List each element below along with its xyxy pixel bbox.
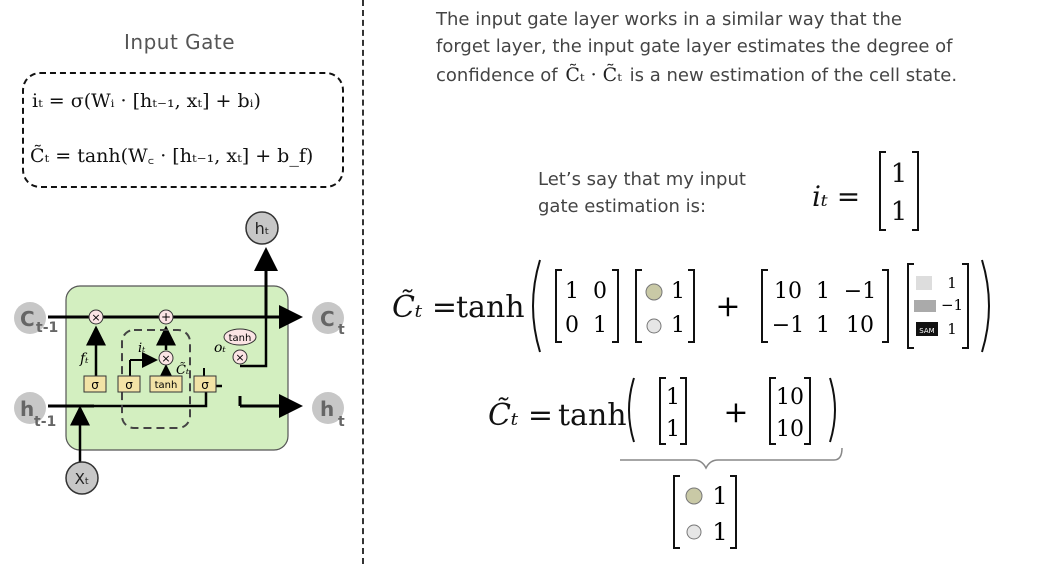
h-prev-sub: t-1 [34, 414, 56, 430]
output-gate-label: oₜ [214, 340, 226, 356]
page-title: Input Gate [124, 30, 236, 54]
result-value: 1 [712, 518, 727, 546]
formula1-lhs: C̃ₜ = [392, 290, 458, 325]
output-tanh-op: tanh [229, 333, 252, 344]
estimation-value-1: 1 [891, 159, 908, 189]
m2-cell: 10 [846, 313, 874, 338]
forget-gate-label: fₜ [79, 351, 89, 367]
estimation-value-2: 1 [891, 197, 908, 227]
description-line-2: forget layer, the input gate layer estim… [436, 36, 953, 57]
m1-cell: 1 [565, 279, 579, 304]
clock-icon [646, 318, 662, 334]
candidate-state-equation: C̃ₜ = tanh(W꜀ · [hₜ₋₁, xₜ] + b_f) [30, 145, 314, 167]
h-next-main: h [320, 397, 334, 421]
formula1-body: 1 0 0 1 1 1 + 10 1 −1 −1 1 10 SAM 1 −1 1 [532, 259, 990, 353]
formula2-lhs: C̃ₜ = [488, 398, 554, 433]
formula1-func: tanh [456, 290, 525, 325]
h-top-node: hₜ [255, 219, 270, 238]
sam-logo-text: SAM [919, 327, 934, 335]
input-sigma: σ [125, 378, 133, 392]
estimation-vector: 1 1 [879, 151, 919, 231]
result-vector: 1 1 [673, 475, 737, 549]
formula2-body: 1 1 + 10 10 [620, 377, 843, 470]
clock-icon [686, 524, 702, 540]
input-gate-equation: iₜ = σ(Wᵢ · [hₜ₋₁, xₜ] + bᵢ) [32, 90, 261, 112]
output-sigma: σ [201, 378, 209, 392]
c-prev-main: C [20, 307, 35, 331]
m2-cell: 10 [774, 279, 802, 304]
m2-cell: 1 [816, 313, 830, 338]
family-icon [916, 276, 932, 290]
sam-logo-icon [916, 322, 938, 336]
m1-cell: 0 [565, 313, 579, 338]
add-op: + [161, 310, 171, 324]
spider-icon [914, 300, 936, 312]
smiley-face-icon [685, 487, 703, 505]
candidate-tanh: tanh [155, 380, 178, 391]
v2-value: −1 [941, 296, 963, 314]
input-gate-label: iₜ [138, 341, 146, 356]
estimation-line-2: gate estimation is: [538, 196, 707, 217]
smiley-face-icon [645, 283, 663, 301]
description-line-3: confidence of C̃ₜ · C̃ₜ is a new estimat… [436, 64, 958, 86]
m1-cell: 0 [593, 279, 607, 304]
c-next-sub: t [338, 322, 345, 338]
m1-cell: 1 [593, 313, 607, 338]
f2-v2-value: 10 [776, 417, 804, 442]
vertical-divider [362, 0, 364, 564]
h-next-sub: t [338, 414, 345, 430]
v2-value: 1 [947, 320, 957, 338]
c-next-main: C [320, 307, 335, 331]
result-value: 1 [712, 482, 727, 510]
v1-value: 1 [671, 313, 685, 338]
estimation-line-1: Let’s say that my input [538, 169, 746, 190]
equation-box [22, 72, 344, 188]
forget-sigma: σ [91, 378, 99, 392]
m2-cell: −1 [772, 313, 804, 338]
h-prev-main: h [20, 397, 34, 421]
f2-v1-value: 1 [666, 385, 680, 410]
forget-multiply-op: × [91, 311, 100, 324]
output-multiply-op: × [235, 351, 244, 364]
c-prev-sub: t-1 [36, 320, 58, 336]
formula1-plus: + [715, 289, 740, 324]
estimation-lhs: iₜ = [812, 180, 861, 213]
v1-value: 1 [671, 279, 685, 304]
underbrace [620, 447, 843, 470]
m2-cell: 1 [816, 279, 830, 304]
f2-v1-value: 1 [666, 417, 680, 442]
candidate-label: C̃ₜ [176, 362, 190, 378]
description-line-1: The input gate layer works in a similar … [436, 9, 902, 30]
lstm-cell-diagram: σ σ tanh σ × + × × tanh fₜ iₜ C̃ₜ oₜ hₜ … [14, 211, 345, 495]
f2-v2-value: 10 [776, 385, 804, 410]
v2-value: 1 [947, 274, 957, 292]
formula2-func: tanh [558, 398, 627, 433]
formula2-plus: + [723, 395, 748, 430]
m2-cell: −1 [844, 279, 876, 304]
input-multiply-op: × [161, 352, 170, 365]
x-input-node: Xₜ [75, 470, 90, 488]
